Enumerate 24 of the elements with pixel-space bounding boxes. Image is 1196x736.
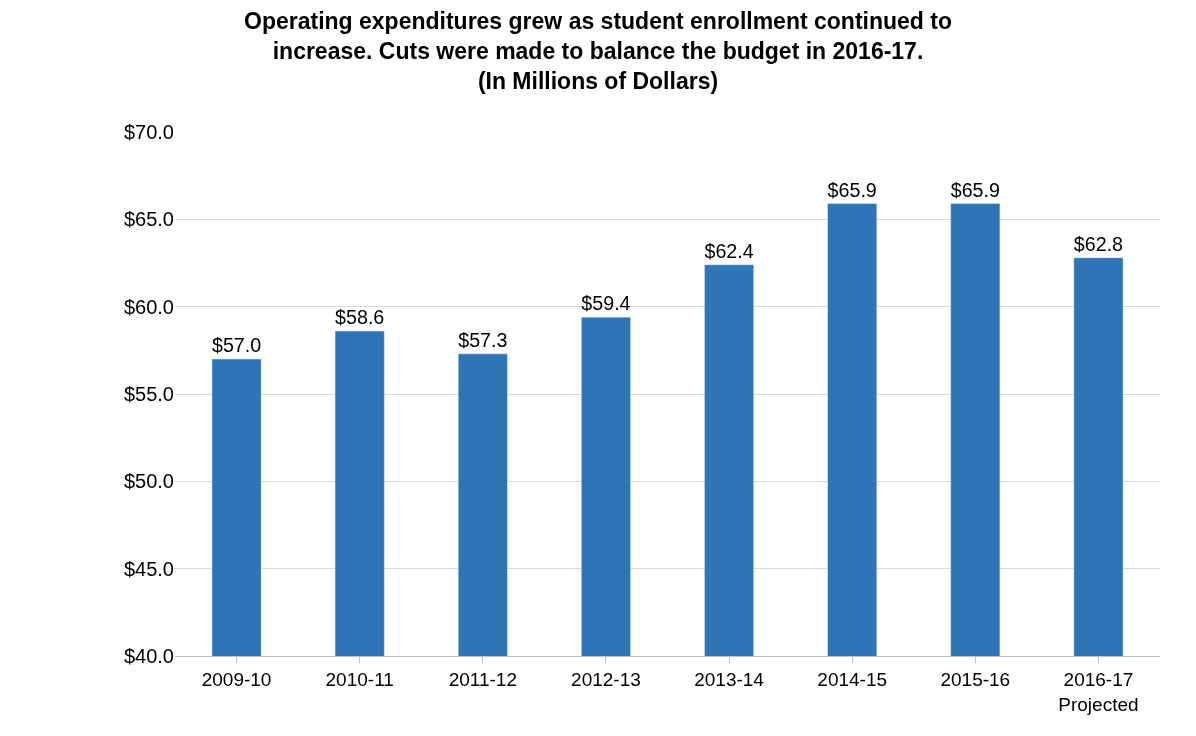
- data-label: $65.9: [827, 178, 877, 201]
- data-label: $57.3: [458, 328, 508, 351]
- y-tick-label: $40.0: [123, 645, 174, 667]
- data-label: $62.8: [1073, 232, 1124, 255]
- chart-title: Operating expenditures grew as student enrollment continued to increase. Cuts were made to balance the budget in 2016-17. (In Millions of Dollars): [244, 8, 952, 95]
- x-tick-label: 2015-16: [940, 668, 1011, 690]
- y-tick-label: $65.0: [123, 208, 174, 231]
- x-tick-label: 2010-11: [325, 668, 394, 690]
- y-tick-label: $60.0: [123, 295, 174, 318]
- data-label: $65.9: [950, 178, 1000, 201]
- y-tick-label: $55.0: [123, 383, 174, 405]
- y-tick-label: $50.0: [123, 470, 174, 493]
- data-label: $57.0: [211, 334, 262, 357]
- x-tick-label: 2013-14: [694, 668, 765, 690]
- x-tick-label: 2009-10: [201, 668, 272, 690]
- data-label: $58.6: [335, 306, 385, 329]
- x-tick-label: 2014-15: [817, 668, 888, 690]
- data-label: $59.4: [581, 292, 631, 315]
- x-tick-label: 2012-13: [571, 668, 641, 690]
- x-tick-label: 2011-12: [448, 668, 517, 690]
- y-tick-label: $70.0: [123, 121, 174, 143]
- y-tick-label: $45.0: [123, 557, 174, 580]
- x-tick-label: 2016-17 Projected: [1058, 668, 1139, 715]
- data-label: $62.4: [704, 239, 754, 262]
